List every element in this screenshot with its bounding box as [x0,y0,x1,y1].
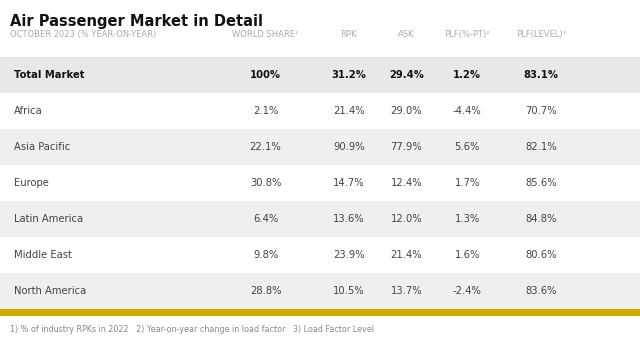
Bar [0,57,640,93]
Text: -4.4%: -4.4% [453,106,481,116]
Text: Total Market: Total Market [14,70,84,80]
Text: Europe: Europe [14,178,49,188]
Text: 100%: 100% [250,70,281,80]
Text: 23.9%: 23.9% [333,250,365,260]
Text: 5.6%: 5.6% [454,142,480,152]
Text: 80.6%: 80.6% [525,250,557,260]
Bar [0,93,640,129]
Text: 84.8%: 84.8% [525,214,557,224]
Text: 10.5%: 10.5% [333,286,365,296]
Text: 12.4%: 12.4% [390,178,422,188]
Text: WORLD SHARE¹: WORLD SHARE¹ [232,30,299,39]
Text: 1.7%: 1.7% [454,178,480,188]
Text: Asia Pacific: Asia Pacific [14,142,70,152]
Text: Latin America: Latin America [14,214,83,224]
Text: 21.4%: 21.4% [390,250,422,260]
Text: 85.6%: 85.6% [525,178,557,188]
Text: 30.8%: 30.8% [250,178,282,188]
Text: ASK: ASK [398,30,415,39]
Text: 70.7%: 70.7% [525,106,557,116]
Text: 29.0%: 29.0% [390,106,422,116]
Text: RPK: RPK [340,30,357,39]
Text: North America: North America [14,286,86,296]
Text: 82.1%: 82.1% [525,142,557,152]
Bar [0,273,640,309]
Text: PLF(LEVEL)³: PLF(LEVEL)³ [516,30,566,39]
Text: Air Passenger Market in Detail: Air Passenger Market in Detail [10,14,263,29]
Bar [0,165,640,201]
Text: PLF(%-PT)²: PLF(%-PT)² [444,30,490,39]
Text: Middle East: Middle East [14,250,72,260]
Text: 22.1%: 22.1% [250,142,282,152]
Text: 29.4%: 29.4% [389,70,424,80]
Text: 28.8%: 28.8% [250,286,282,296]
Text: 21.4%: 21.4% [333,106,365,116]
Bar [0,309,640,316]
Text: Africa: Africa [14,106,43,116]
Text: 13.6%: 13.6% [333,214,365,224]
Bar [0,201,640,237]
Bar [0,129,640,165]
Text: 2.1%: 2.1% [253,106,278,116]
Text: 9.8%: 9.8% [253,250,278,260]
Text: 12.0%: 12.0% [390,214,422,224]
Text: 90.9%: 90.9% [333,142,365,152]
Text: 6.4%: 6.4% [253,214,278,224]
Text: 1.2%: 1.2% [453,70,481,80]
Bar [0,237,640,273]
Text: 77.9%: 77.9% [390,142,422,152]
Text: 83.6%: 83.6% [525,286,557,296]
Text: 1.6%: 1.6% [454,250,480,260]
Text: 13.7%: 13.7% [390,286,422,296]
Text: 1.3%: 1.3% [454,214,480,224]
Text: 1) % of industry RPKs in 2022   2) Year-on-year change in load factor   3) Load : 1) % of industry RPKs in 2022 2) Year-on… [10,325,374,334]
Text: 31.2%: 31.2% [332,70,366,80]
Text: -2.4%: -2.4% [452,286,482,296]
Text: OCTOBER 2023 (% YEAR-ON-YEAR): OCTOBER 2023 (% YEAR-ON-YEAR) [10,30,157,39]
Text: 14.7%: 14.7% [333,178,365,188]
Text: 83.1%: 83.1% [524,70,558,80]
